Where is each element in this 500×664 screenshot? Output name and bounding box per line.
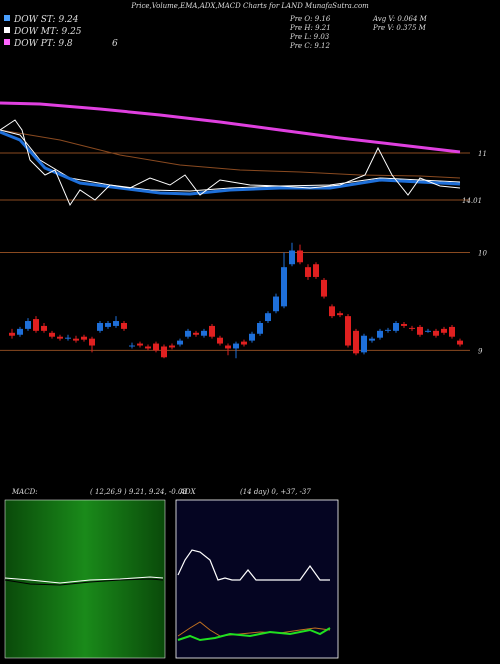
stat: Pre V: 0.375 M <box>372 24 427 32</box>
legend-swatch <box>4 27 10 33</box>
legend-text: DOW PT: 9.8 <box>13 39 73 49</box>
candle-body <box>369 338 375 341</box>
candle-body <box>113 321 119 326</box>
candle-body <box>105 322 111 327</box>
candle-body <box>417 326 423 335</box>
candle-body <box>193 332 199 335</box>
y-tick-label: 10 <box>478 249 487 257</box>
candle-body <box>169 345 175 348</box>
candle-body <box>177 340 183 345</box>
legend-text: DOW ST: 9.24 <box>13 15 79 25</box>
adx-params: (14 day) 0, +37, -37 <box>240 488 311 496</box>
candle-body <box>433 330 439 336</box>
stat: Pre L: 9.03 <box>289 33 330 41</box>
candle-body <box>129 345 135 347</box>
candle-body <box>393 322 399 331</box>
price-line <box>0 119 461 207</box>
candle-body <box>257 322 263 334</box>
y-tick-label: 9 <box>478 347 483 355</box>
stat: Pre O: 9.16 <box>289 15 331 23</box>
candle-body <box>297 250 303 263</box>
candle-body <box>225 345 231 349</box>
candle-body <box>41 325 47 331</box>
candle-body <box>329 306 335 317</box>
candle-body <box>385 329 391 331</box>
candle-body <box>201 330 207 336</box>
macd-params: ( 12,26,9 ) 9.21, 9.24, -0.03 <box>90 488 187 496</box>
candle-body <box>233 343 239 349</box>
ema-line <box>0 130 461 196</box>
candle-body <box>273 296 279 312</box>
candle-body <box>361 335 367 353</box>
level-label: 14.01 <box>462 197 482 205</box>
legend-text: DOW MT: 9.25 <box>13 27 82 37</box>
candle-body <box>57 336 63 339</box>
level-label: 11 <box>478 150 487 158</box>
candle-body <box>73 338 79 341</box>
candle-body <box>65 337 71 339</box>
candle-body <box>25 321 31 329</box>
candle-body <box>353 330 359 354</box>
legend-swatch <box>4 39 10 45</box>
candle-body <box>137 343 143 346</box>
candle-body <box>265 313 271 322</box>
candle-body <box>305 267 311 277</box>
candle-body <box>425 330 431 332</box>
stat: Pre C: 9.12 <box>289 42 330 50</box>
ema-line <box>0 129 461 179</box>
candle-body <box>409 327 415 329</box>
candle-body <box>9 332 15 336</box>
candle-body <box>145 346 151 349</box>
candle-body <box>313 264 319 277</box>
signal-line <box>4 578 164 586</box>
stat: Avg V: 0.064 M <box>372 15 428 23</box>
candle-body <box>81 336 87 340</box>
adx-line <box>177 549 330 581</box>
candle-body <box>217 337 223 344</box>
candle-body <box>121 322 127 329</box>
candle-body <box>185 330 191 337</box>
candle-body <box>153 343 159 351</box>
candle-body <box>249 333 255 341</box>
legend-text: 6 <box>112 39 118 49</box>
legend-swatch <box>4 15 10 21</box>
candle-body <box>241 341 247 345</box>
candle-body <box>321 279 327 297</box>
candle-body <box>209 325 215 337</box>
candle-body <box>17 328 23 335</box>
macd-line <box>4 576 164 584</box>
stat: Pre H: 9.21 <box>289 24 331 32</box>
macd-label: MACD: <box>11 488 38 496</box>
candle-body <box>97 322 103 331</box>
candle-body <box>377 330 383 338</box>
candle-body <box>345 316 351 346</box>
title: Price,Volume,EMA,ADX,MACD Charts for LAN… <box>130 2 369 10</box>
di-line <box>177 627 331 642</box>
candle-body <box>89 338 95 346</box>
candle-body <box>449 326 455 337</box>
candle-body <box>457 340 463 345</box>
candle-body <box>289 250 295 265</box>
adx-panel <box>175 499 339 659</box>
adx-label: ADX <box>179 488 197 496</box>
candle-body <box>337 313 343 316</box>
ema-line <box>0 129 461 192</box>
candle-body <box>49 332 55 337</box>
candle-body <box>161 346 167 358</box>
ema-line <box>0 101 461 154</box>
candle-body <box>33 319 39 331</box>
candle-body <box>401 323 407 326</box>
candle-body <box>441 328 447 333</box>
candle-body <box>281 267 287 307</box>
